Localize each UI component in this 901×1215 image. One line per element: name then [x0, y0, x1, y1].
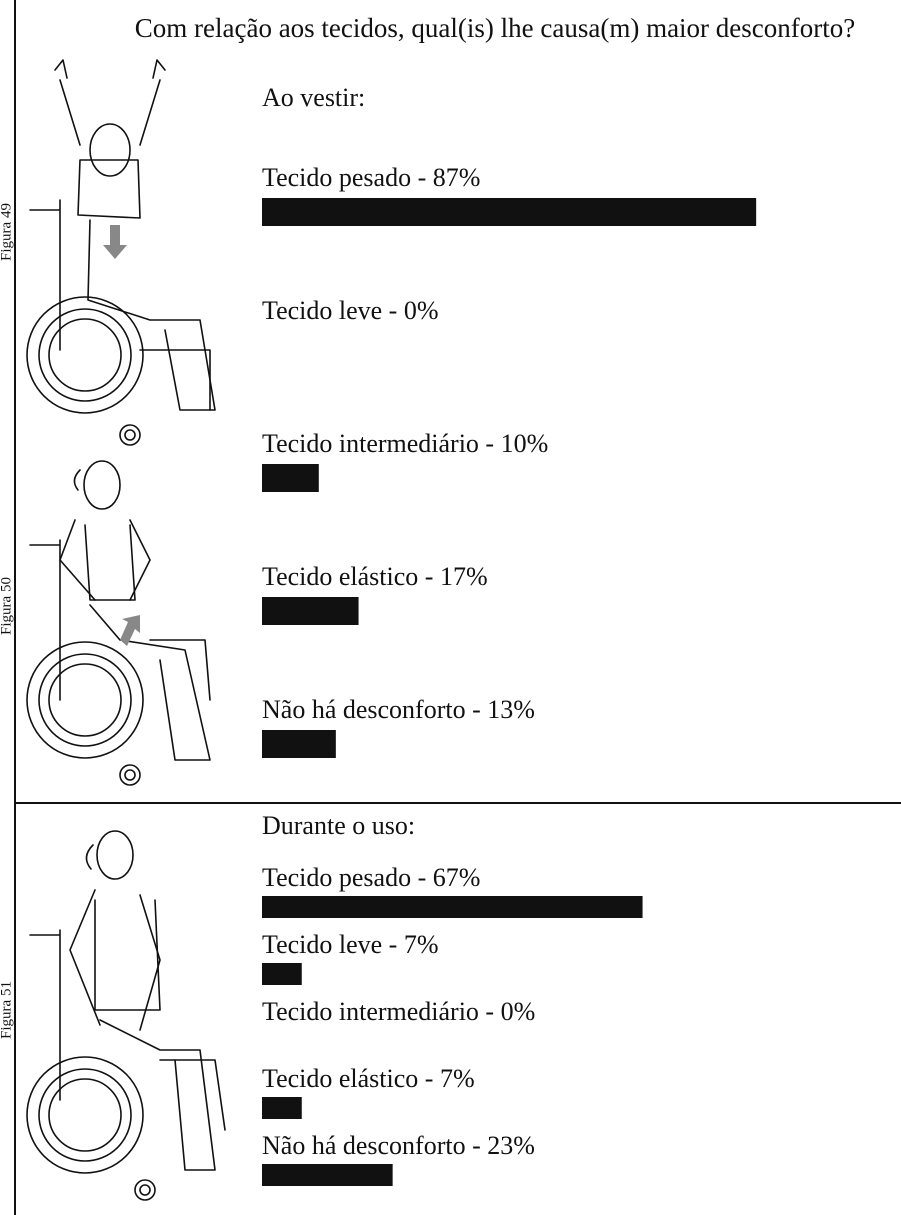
bar: [262, 730, 336, 758]
bar-label: Tecido pesado - 87%: [262, 163, 480, 192]
illustration: [27, 831, 225, 1200]
bar-label: Não há desconforto - 23%: [262, 1131, 535, 1160]
bar-label: Tecido leve - 0%: [262, 296, 439, 325]
figure-label: Figura 51: [0, 981, 14, 1039]
bar: [262, 198, 756, 226]
bar-label: Tecido intermediário - 10%: [262, 429, 548, 458]
bar-label: Tecido intermediário - 0%: [262, 997, 535, 1026]
figure-label: Figura 50: [0, 577, 14, 635]
bar-label: Tecido pesado - 67%: [262, 863, 480, 892]
page-title: Com relação aos tecidos, qual(is) lhe ca…: [135, 13, 855, 43]
bar-label: Tecido leve - 7%: [262, 930, 439, 959]
bar: [262, 464, 319, 492]
section-title: Durante o uso:: [262, 811, 415, 840]
bar: [262, 963, 302, 985]
bar: [262, 597, 359, 625]
bar: [262, 1164, 393, 1186]
bar-label: Tecido elástico - 7%: [262, 1064, 475, 1093]
illustration: [27, 60, 215, 445]
bar-label: Não há desconforto - 13%: [262, 695, 535, 724]
arrow-icon: [103, 225, 127, 259]
illustration: [27, 461, 210, 785]
bar-label: Tecido elástico - 17%: [262, 562, 488, 591]
bar: [262, 896, 643, 918]
section-title: Ao vestir:: [262, 83, 365, 112]
page: Com relação aos tecidos, qual(is) lhe ca…: [0, 0, 901, 1215]
bar: [262, 1097, 302, 1119]
figure-label: Figura 49: [0, 203, 14, 261]
